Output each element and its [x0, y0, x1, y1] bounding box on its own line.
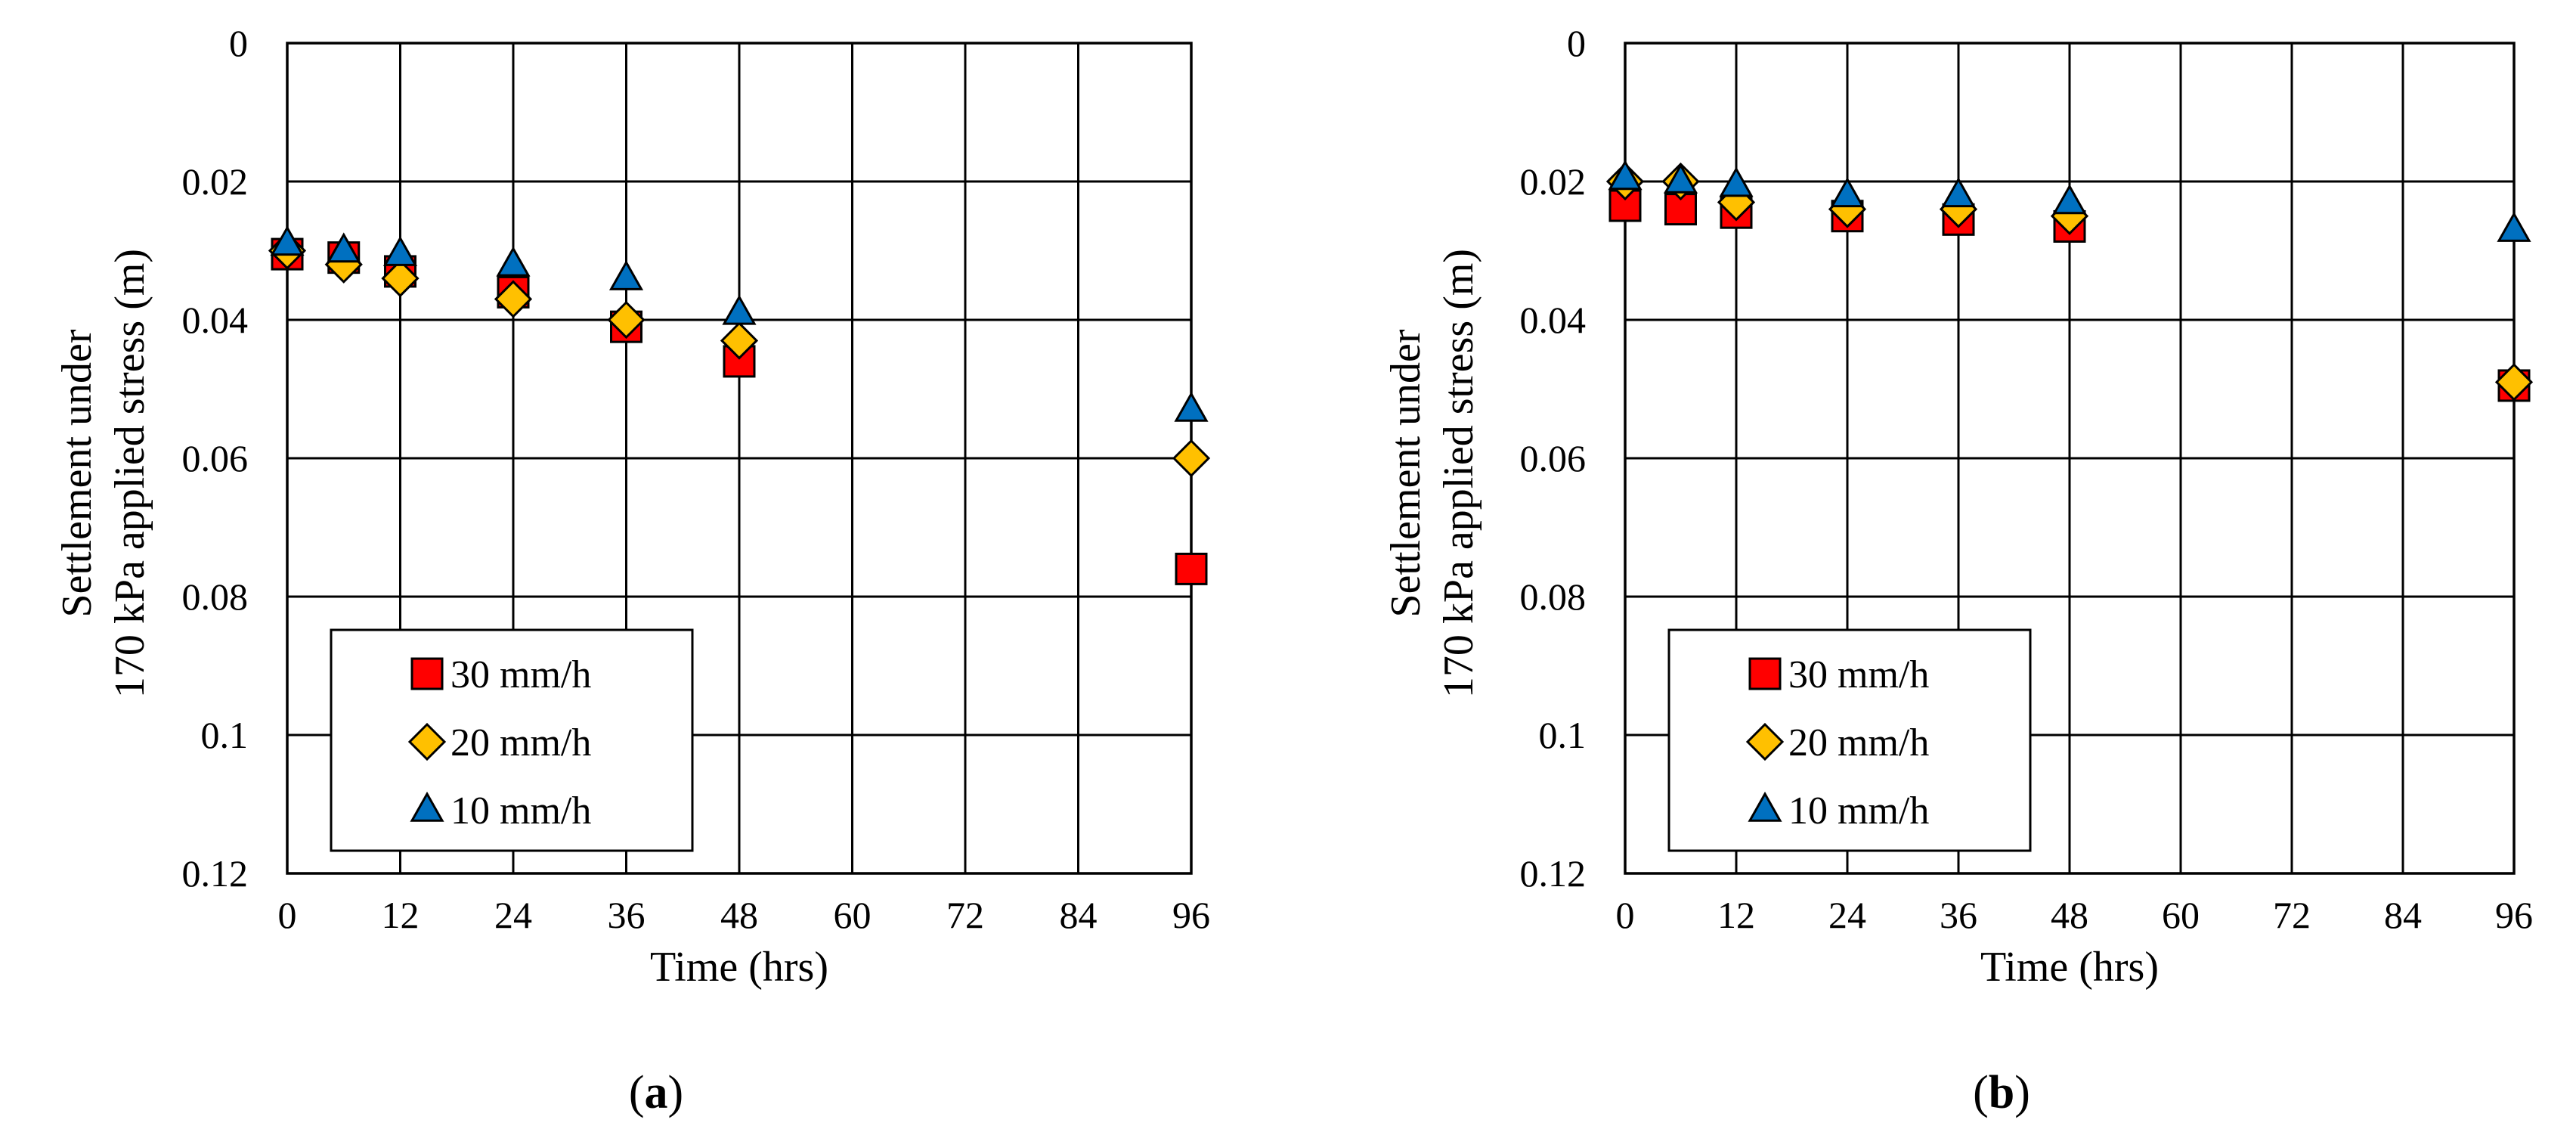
y-axis-title-line-1: Settlement under: [1382, 329, 1429, 617]
x-tick-label: 96: [1172, 894, 1210, 936]
legend-label: 20 mm/h: [450, 721, 591, 764]
y-tick-label: 0.08: [1520, 575, 1587, 618]
x-tick-label: 48: [720, 894, 758, 936]
data-point: [722, 294, 757, 325]
legend-label: 10 mm/h: [1788, 789, 1929, 833]
x-tick-label: 48: [2051, 894, 2088, 936]
y-tick-label: 0.04: [1520, 299, 1587, 341]
legend-label: 30 mm/h: [1788, 653, 1929, 696]
data-point: [1174, 391, 1209, 422]
legend: 30 mm/h 20 mm/h 10 mm/h: [1667, 628, 2032, 852]
panel-label: (a): [629, 1067, 683, 1118]
series-10-mm-h: [270, 225, 1209, 422]
legend-marker: [407, 722, 447, 761]
x-tick-label: 72: [946, 894, 984, 936]
data-point: [1941, 177, 1976, 208]
y-tick-label: 0.06: [1520, 437, 1587, 479]
legend-marker: [1748, 791, 1782, 822]
y-tick-label: 0.1: [1539, 714, 1587, 756]
y-axis-title-line-2: 170 kPa applied stress (m): [107, 249, 153, 698]
data-point: [1663, 163, 1698, 194]
legend-label: 20 mm/h: [1788, 721, 1929, 764]
y-tick-label: 0.02: [182, 160, 249, 203]
data-point: [2497, 211, 2531, 242]
x-tick-label: 36: [1940, 894, 1977, 936]
data-point: [1719, 166, 1754, 197]
chart-panel-b: 0 0.02 0.04 0.06 0.08 0.1 0.12 0 12 24 36 48 60 72 84 9…: [1382, 22, 2534, 1118]
data-point: [327, 232, 361, 263]
y-axis-title-line-1: Settlement under: [54, 329, 101, 617]
data-point: [2052, 184, 2087, 215]
x-tick-label: 72: [2273, 894, 2311, 936]
x-tick-label: 60: [2162, 894, 2200, 936]
y-tick-label: 0.12: [1520, 852, 1587, 895]
x-tick-label: 0: [278, 894, 297, 936]
x-tick-label: 24: [494, 894, 532, 936]
data-point: [382, 235, 418, 266]
plot-frame: [1624, 42, 2516, 875]
legend-box: [330, 628, 694, 852]
data-point: [381, 259, 420, 298]
x-tick-label: 12: [382, 894, 420, 936]
series-20-mm-h: [268, 231, 1211, 478]
y-tick-label: 0.1: [201, 714, 249, 756]
data-point: [720, 321, 759, 360]
x-axis-title: Time (hrs): [1980, 944, 2159, 991]
y-tick-label: 0.06: [182, 437, 249, 479]
x-tick-label: 96: [2495, 894, 2533, 936]
y-axis-title-line-2: 170 kPa applied stress (m): [1435, 249, 1482, 698]
legend-box: [1667, 628, 2032, 852]
data-point: [1175, 552, 1208, 585]
panel-label-letter: a: [645, 1067, 668, 1118]
x-tick-label: 84: [1060, 894, 1098, 936]
legend-marker: [1745, 722, 1785, 761]
data-point: [608, 259, 644, 290]
data-point: [607, 300, 646, 340]
y-tick-label: 0.12: [182, 852, 249, 895]
y-tick-label: 0: [1567, 22, 1586, 64]
y-tick-label: 0.02: [1520, 160, 1587, 203]
x-tick-label: 60: [834, 894, 872, 936]
x-tick-label: 24: [1828, 894, 1866, 936]
data-point: [1608, 160, 1643, 191]
legend-marker: [410, 791, 444, 822]
legend-marker: [410, 657, 444, 690]
data-point: [1830, 177, 1865, 208]
chart-panel-a: 0 0.02 0.04 0.06 0.08 0.1 0.12 0 12 24 36 48 60 72 84 9…: [54, 22, 1211, 1118]
x-tick-label: 84: [2384, 894, 2422, 936]
legend: 30 mm/h 20 mm/h 10 mm/h: [330, 628, 694, 852]
data-point: [494, 280, 533, 318]
series-10-mm-h: [1608, 160, 2531, 242]
data-point: [270, 225, 305, 256]
legend-marker: [1748, 657, 1782, 690]
y-tick-label: 0.04: [182, 299, 249, 341]
y-tick-label: 0.08: [182, 575, 249, 618]
x-tick-label: 12: [1717, 894, 1755, 936]
x-tick-label: 0: [1616, 894, 1635, 936]
legend-label: 30 mm/h: [450, 653, 591, 696]
data-point: [1172, 439, 1211, 478]
legend-label: 10 mm/h: [450, 789, 591, 833]
panel-label-letter: b: [1989, 1067, 2014, 1118]
data-point: [2494, 363, 2534, 402]
data-point: [496, 246, 531, 277]
panel-label: (b): [1973, 1067, 2030, 1118]
y-tick-label: 0: [229, 22, 248, 64]
x-axis-title: Time (hrs): [650, 944, 828, 991]
x-tick-label: 36: [608, 894, 646, 936]
